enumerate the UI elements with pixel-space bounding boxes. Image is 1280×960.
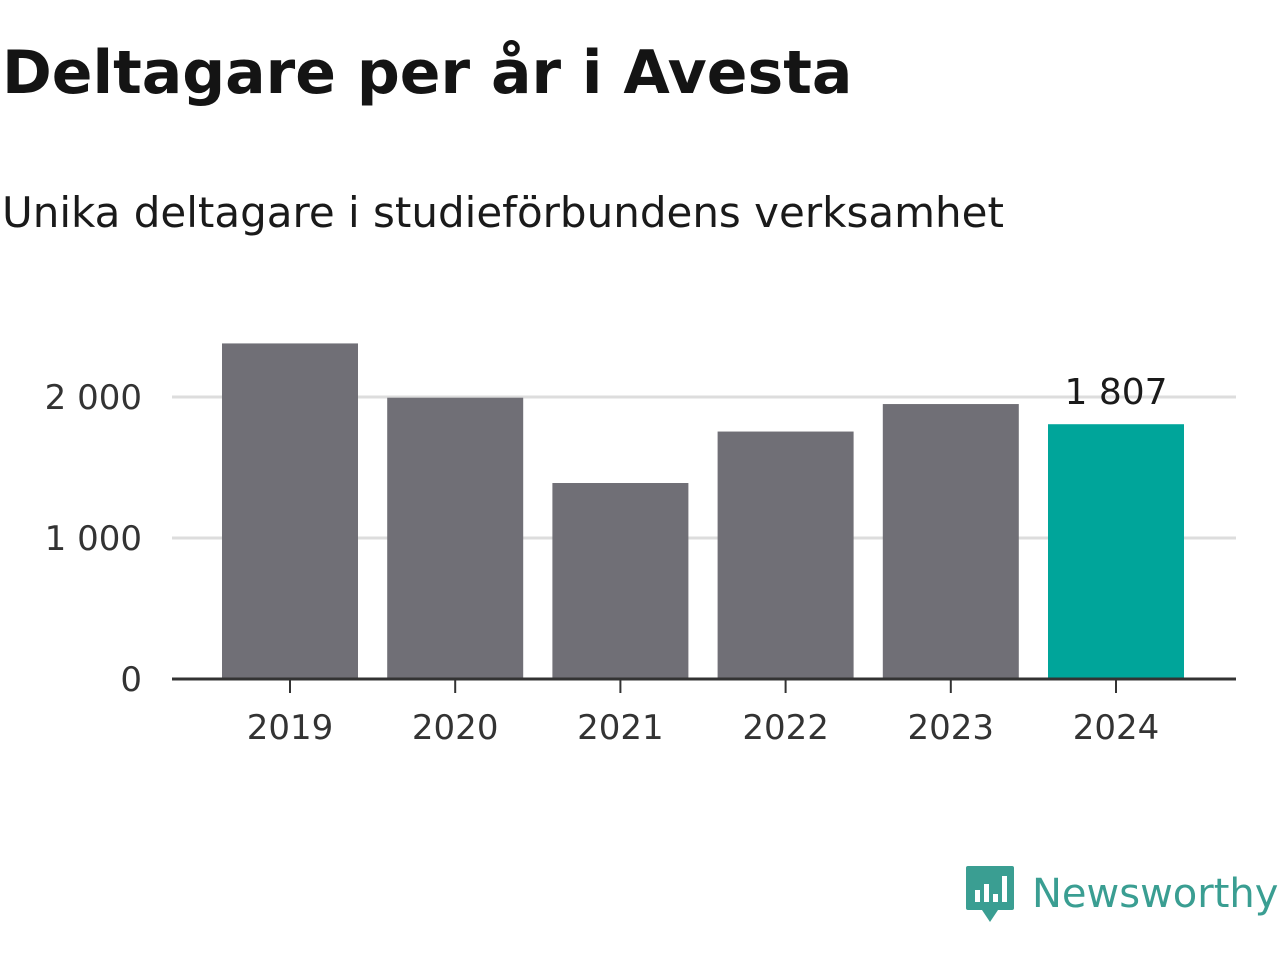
labels: 0 1 000 2 000 2019 2020 2021 2022 2023 2024 1 807 (45, 372, 1168, 748)
bar-2024 (1048, 424, 1184, 679)
y-tick-label: 1 000 (45, 519, 142, 559)
x-axis (172, 677, 1236, 693)
brand-logo: Newsworthy (964, 864, 1278, 924)
bar-2020 (387, 397, 524, 679)
y-tick-label: 0 (120, 660, 142, 700)
bars (222, 343, 1184, 679)
bar-2019 (222, 343, 358, 679)
y-tick-label: 2 000 (45, 378, 142, 418)
bar-2022 (717, 431, 854, 679)
bar-2021 (552, 483, 689, 679)
bar-chart: 0 1 000 2 000 2019 2020 2021 2022 2023 2024 1 807 (45, 343, 1236, 748)
x-tick-label: 2024 (1073, 708, 1160, 748)
x-tick-label: 2020 (412, 708, 499, 748)
x-tick-label: 2023 (908, 708, 995, 748)
x-tick-label: 2022 (742, 708, 829, 748)
x-tick-label: 2021 (577, 708, 664, 748)
brand-name: Newsworthy (1032, 871, 1279, 917)
bar-2023 (882, 404, 1019, 679)
x-tick-label: 2019 (247, 708, 334, 748)
newsworthy-logo-icon (966, 866, 1014, 922)
chart-title: Deltagare per år i Avesta (2, 38, 853, 108)
chart-subtitle: Unika deltagare i studieförbundens verks… (2, 188, 1004, 237)
data-label-2024: 1 807 (1064, 372, 1167, 413)
